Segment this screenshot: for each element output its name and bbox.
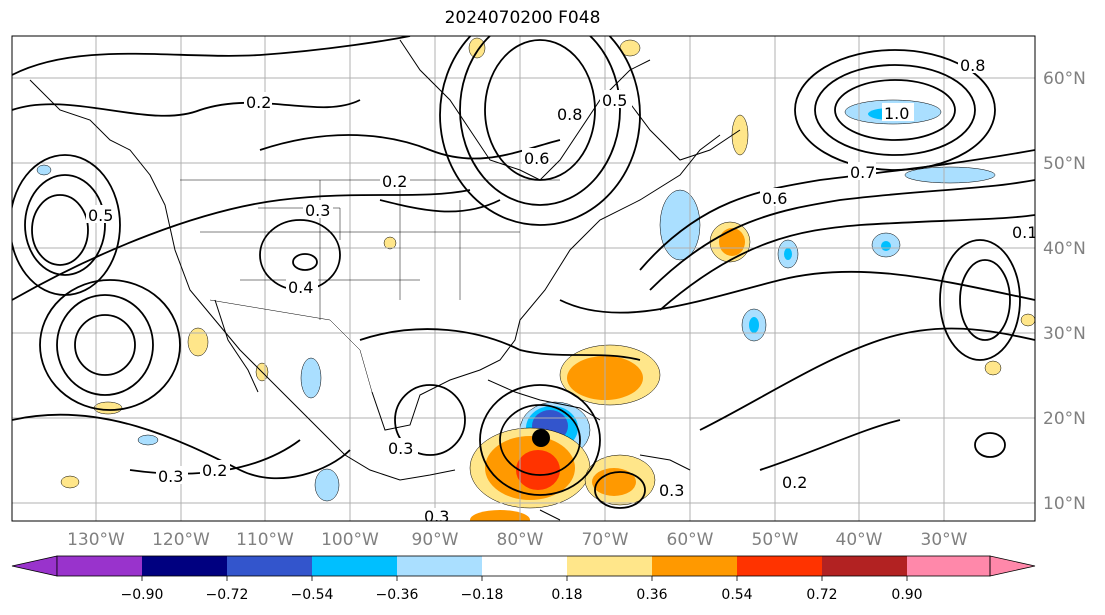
colorbar-tick: −0.72: [206, 587, 249, 603]
contour-label: 0.2: [202, 461, 227, 480]
colorbar-tick: −0.90: [121, 587, 164, 603]
map-frame: [11, 35, 1036, 522]
storm-center-marker: [532, 429, 550, 447]
lon-label: 80°W: [497, 530, 544, 550]
political-borders: [180, 179, 560, 393]
lon-label: 120°W: [152, 530, 210, 550]
lon-label: 90°W: [412, 530, 459, 550]
contour-label: 0.7: [850, 163, 875, 182]
colorbar-tick: 0.54: [721, 587, 752, 603]
lon-label: 50°W: [752, 530, 799, 550]
lon-label: 100°W: [321, 530, 379, 550]
lat-label: 40°N: [1043, 239, 1086, 259]
colorbar-tick: −0.18: [461, 587, 504, 603]
contour-label: 0.5: [88, 206, 113, 225]
contour-label: 0.6: [762, 189, 787, 208]
contour-label: 0.3: [388, 439, 413, 458]
contour-label: 0.3: [305, 201, 330, 220]
colorbar-tick: 0.36: [636, 587, 667, 603]
longitude-labels: 130°W 120°W 110°W 100°W 90°W 80°W 70°W 6…: [67, 530, 968, 550]
colorbar-tick: 0.90: [891, 587, 922, 603]
colorbar-tick: −0.36: [376, 587, 419, 603]
contour-labels: 0.2 0.3 0.4 0.5 0.6 0.7 0.8 1.0 0.3 0.2 …: [86, 55, 1037, 526]
colorbar: −0.90 −0.72 −0.54 −0.36 −0.18 0.18 0.36 …: [11, 555, 1036, 603]
contour-label: 0.2: [246, 93, 271, 112]
contour-label: 0.5: [602, 91, 627, 110]
contour-label: 0.4: [288, 278, 313, 297]
colorbar-tick: 0.18: [551, 587, 582, 603]
contour-label: 1.0: [884, 104, 909, 123]
lon-label: 30°W: [921, 530, 968, 550]
lat-label: 20°N: [1043, 409, 1086, 429]
contour-label: 0.6: [524, 149, 549, 168]
contour-label: 0.3: [424, 507, 449, 526]
lat-label: 10°N: [1043, 494, 1086, 514]
contour-label: 0.3: [158, 467, 183, 486]
colorbar-tick: −0.54: [291, 587, 334, 603]
colorbar-extend-high: [989, 555, 1036, 577]
colorbar-tick: 0.72: [806, 587, 837, 603]
colorbar-extend-low: [11, 555, 58, 577]
contour-label: 0.3: [659, 481, 684, 500]
contour-lines: [12, 36, 1035, 509]
contour-label: 0.8: [960, 56, 985, 75]
lat-label: 30°N: [1043, 324, 1086, 344]
lon-label: 70°W: [582, 530, 629, 550]
map-title: 2024070200 F048: [444, 8, 601, 28]
lon-label: 40°W: [836, 530, 883, 550]
contour-label: 0.2: [382, 172, 407, 191]
lon-label: 130°W: [67, 530, 125, 550]
lon-label: 60°W: [667, 530, 714, 550]
lon-label: 110°W: [236, 530, 294, 550]
contour-label: 0.1: [1012, 223, 1037, 242]
lat-label: 50°N: [1043, 154, 1086, 174]
contour-label: 0.8: [557, 105, 582, 124]
lat-label: 60°N: [1043, 69, 1086, 89]
contour-label: 0.2: [782, 473, 807, 492]
latitude-labels: 60°N 50°N 40°N 30°N 20°N 10°N: [1043, 69, 1086, 514]
